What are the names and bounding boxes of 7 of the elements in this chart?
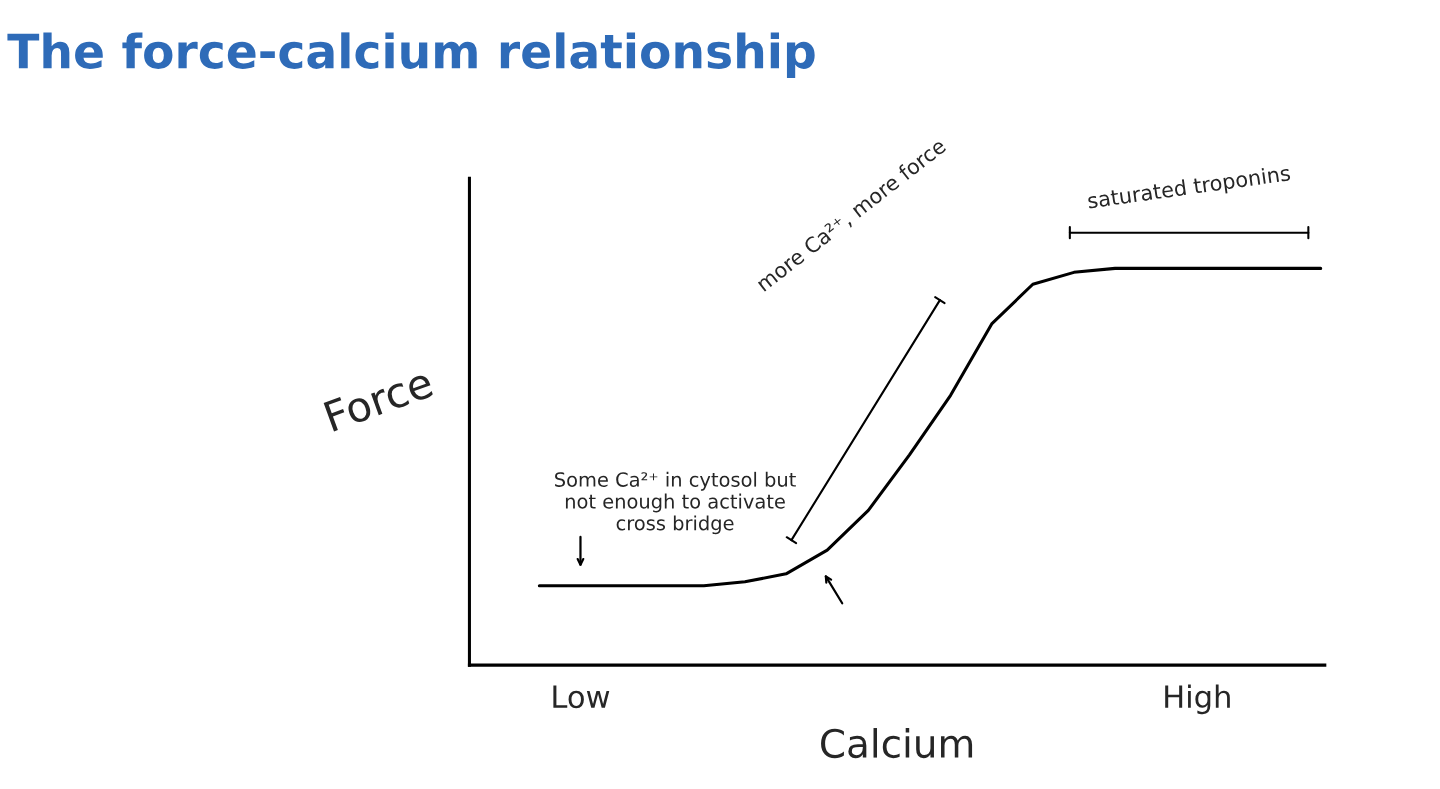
x-axis-title: Calcium	[821, 728, 973, 759]
x-tick-label: High	[1165, 684, 1230, 715]
annotation: Some Ca²⁺ in cytosol but not enough to activate cross bridge	[555, 471, 796, 535]
x-tick-label: Low	[553, 685, 610, 709]
y-axis-title: Force	[323, 366, 435, 433]
text: saturated troponins	[1087, 164, 1292, 213]
chart-title: The force-calcium relationship	[7, 32, 815, 79]
